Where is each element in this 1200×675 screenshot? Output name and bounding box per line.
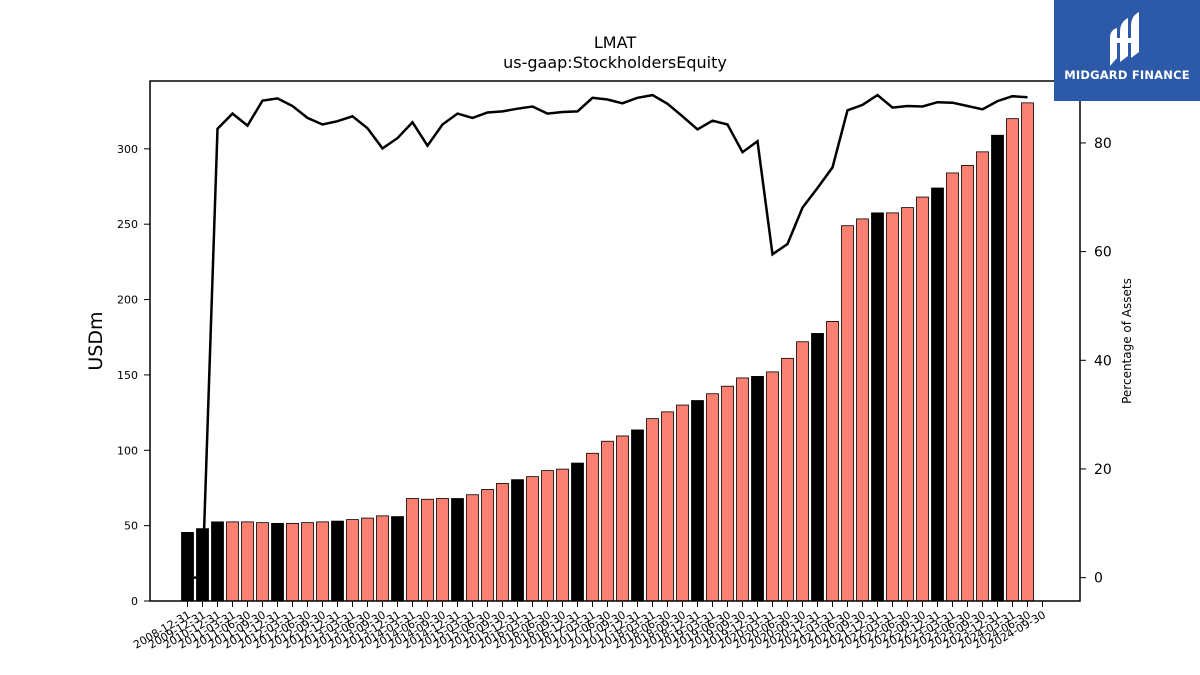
- bar: [346, 519, 359, 602]
- y-tick-label: 50: [124, 520, 138, 533]
- y2-tick-label: 40: [1094, 353, 1112, 369]
- bar: [421, 498, 434, 602]
- bar: [916, 196, 929, 602]
- bar: [541, 470, 554, 602]
- bar: [391, 516, 404, 602]
- bar: [316, 521, 329, 602]
- bar: [901, 207, 914, 602]
- y-tick-label: 200: [117, 294, 138, 307]
- midgard-logo-icon: [1110, 12, 1139, 66]
- bar: [856, 218, 869, 602]
- y2-tick-label: 80: [1094, 136, 1112, 152]
- bar: [181, 532, 194, 602]
- bar: [766, 371, 779, 602]
- bar: [886, 212, 899, 602]
- bar: [826, 321, 839, 602]
- bar: [721, 385, 734, 602]
- bar: [706, 393, 719, 602]
- bar: [676, 404, 689, 602]
- bar: [361, 517, 374, 602]
- bar: [586, 452, 599, 602]
- bar: [241, 521, 254, 602]
- bar: [661, 411, 674, 602]
- bar: [286, 522, 299, 602]
- y-axis-label: USDm: [85, 311, 107, 370]
- bar: [526, 476, 539, 602]
- plot-frame: [149, 80, 1081, 602]
- bar: [931, 187, 944, 602]
- bar: [301, 522, 314, 602]
- y2-tick-label: 60: [1094, 245, 1112, 261]
- y-tick-label: 250: [117, 218, 138, 231]
- bar: [1021, 102, 1034, 602]
- y-tick-label: 0: [131, 595, 138, 608]
- bar: [406, 498, 419, 602]
- bar: [601, 440, 614, 602]
- y-tick-label: 100: [117, 444, 138, 457]
- bar: [511, 479, 524, 602]
- bar: [481, 489, 494, 602]
- y2-tick-label: 20: [1094, 462, 1112, 478]
- bar: [976, 151, 989, 602]
- bar: [1006, 118, 1019, 602]
- bar: [646, 418, 659, 602]
- bar: [451, 498, 464, 602]
- bar: [751, 376, 764, 602]
- brand-name: MIDGARD FINANCE: [1064, 68, 1190, 82]
- chart-title: LMAT: [594, 33, 636, 52]
- bar: [991, 134, 1004, 602]
- bar: [436, 498, 449, 602]
- bar: [226, 521, 239, 602]
- brand-logo: MIDGARD FINANCE: [1054, 0, 1200, 101]
- chart-subtitle: us-gaap:StockholdersEquity: [503, 53, 727, 72]
- bar: [331, 520, 344, 602]
- bar: [376, 515, 389, 602]
- y-tick-label: 300: [117, 143, 138, 156]
- bar: [811, 333, 824, 602]
- bar: [571, 462, 584, 602]
- percent-line: [187, 93, 1028, 579]
- bar: [871, 212, 884, 602]
- bar: [796, 341, 809, 602]
- bar: [961, 165, 974, 602]
- bar: [631, 429, 644, 602]
- bar: [256, 522, 269, 602]
- y2-tick-label: 0: [1094, 571, 1103, 587]
- bar: [271, 522, 284, 602]
- bar: [691, 400, 704, 602]
- bar: [616, 435, 629, 602]
- bar: [736, 377, 749, 602]
- bar: [556, 468, 569, 602]
- bar: [466, 494, 479, 602]
- bar: [781, 357, 794, 602]
- y2-axis-label: Percentage of Assets: [1120, 278, 1134, 404]
- y-tick-label: 150: [117, 369, 138, 382]
- bar: [211, 521, 224, 602]
- bar: [496, 483, 509, 602]
- bar: [946, 172, 959, 602]
- bar: [841, 225, 854, 602]
